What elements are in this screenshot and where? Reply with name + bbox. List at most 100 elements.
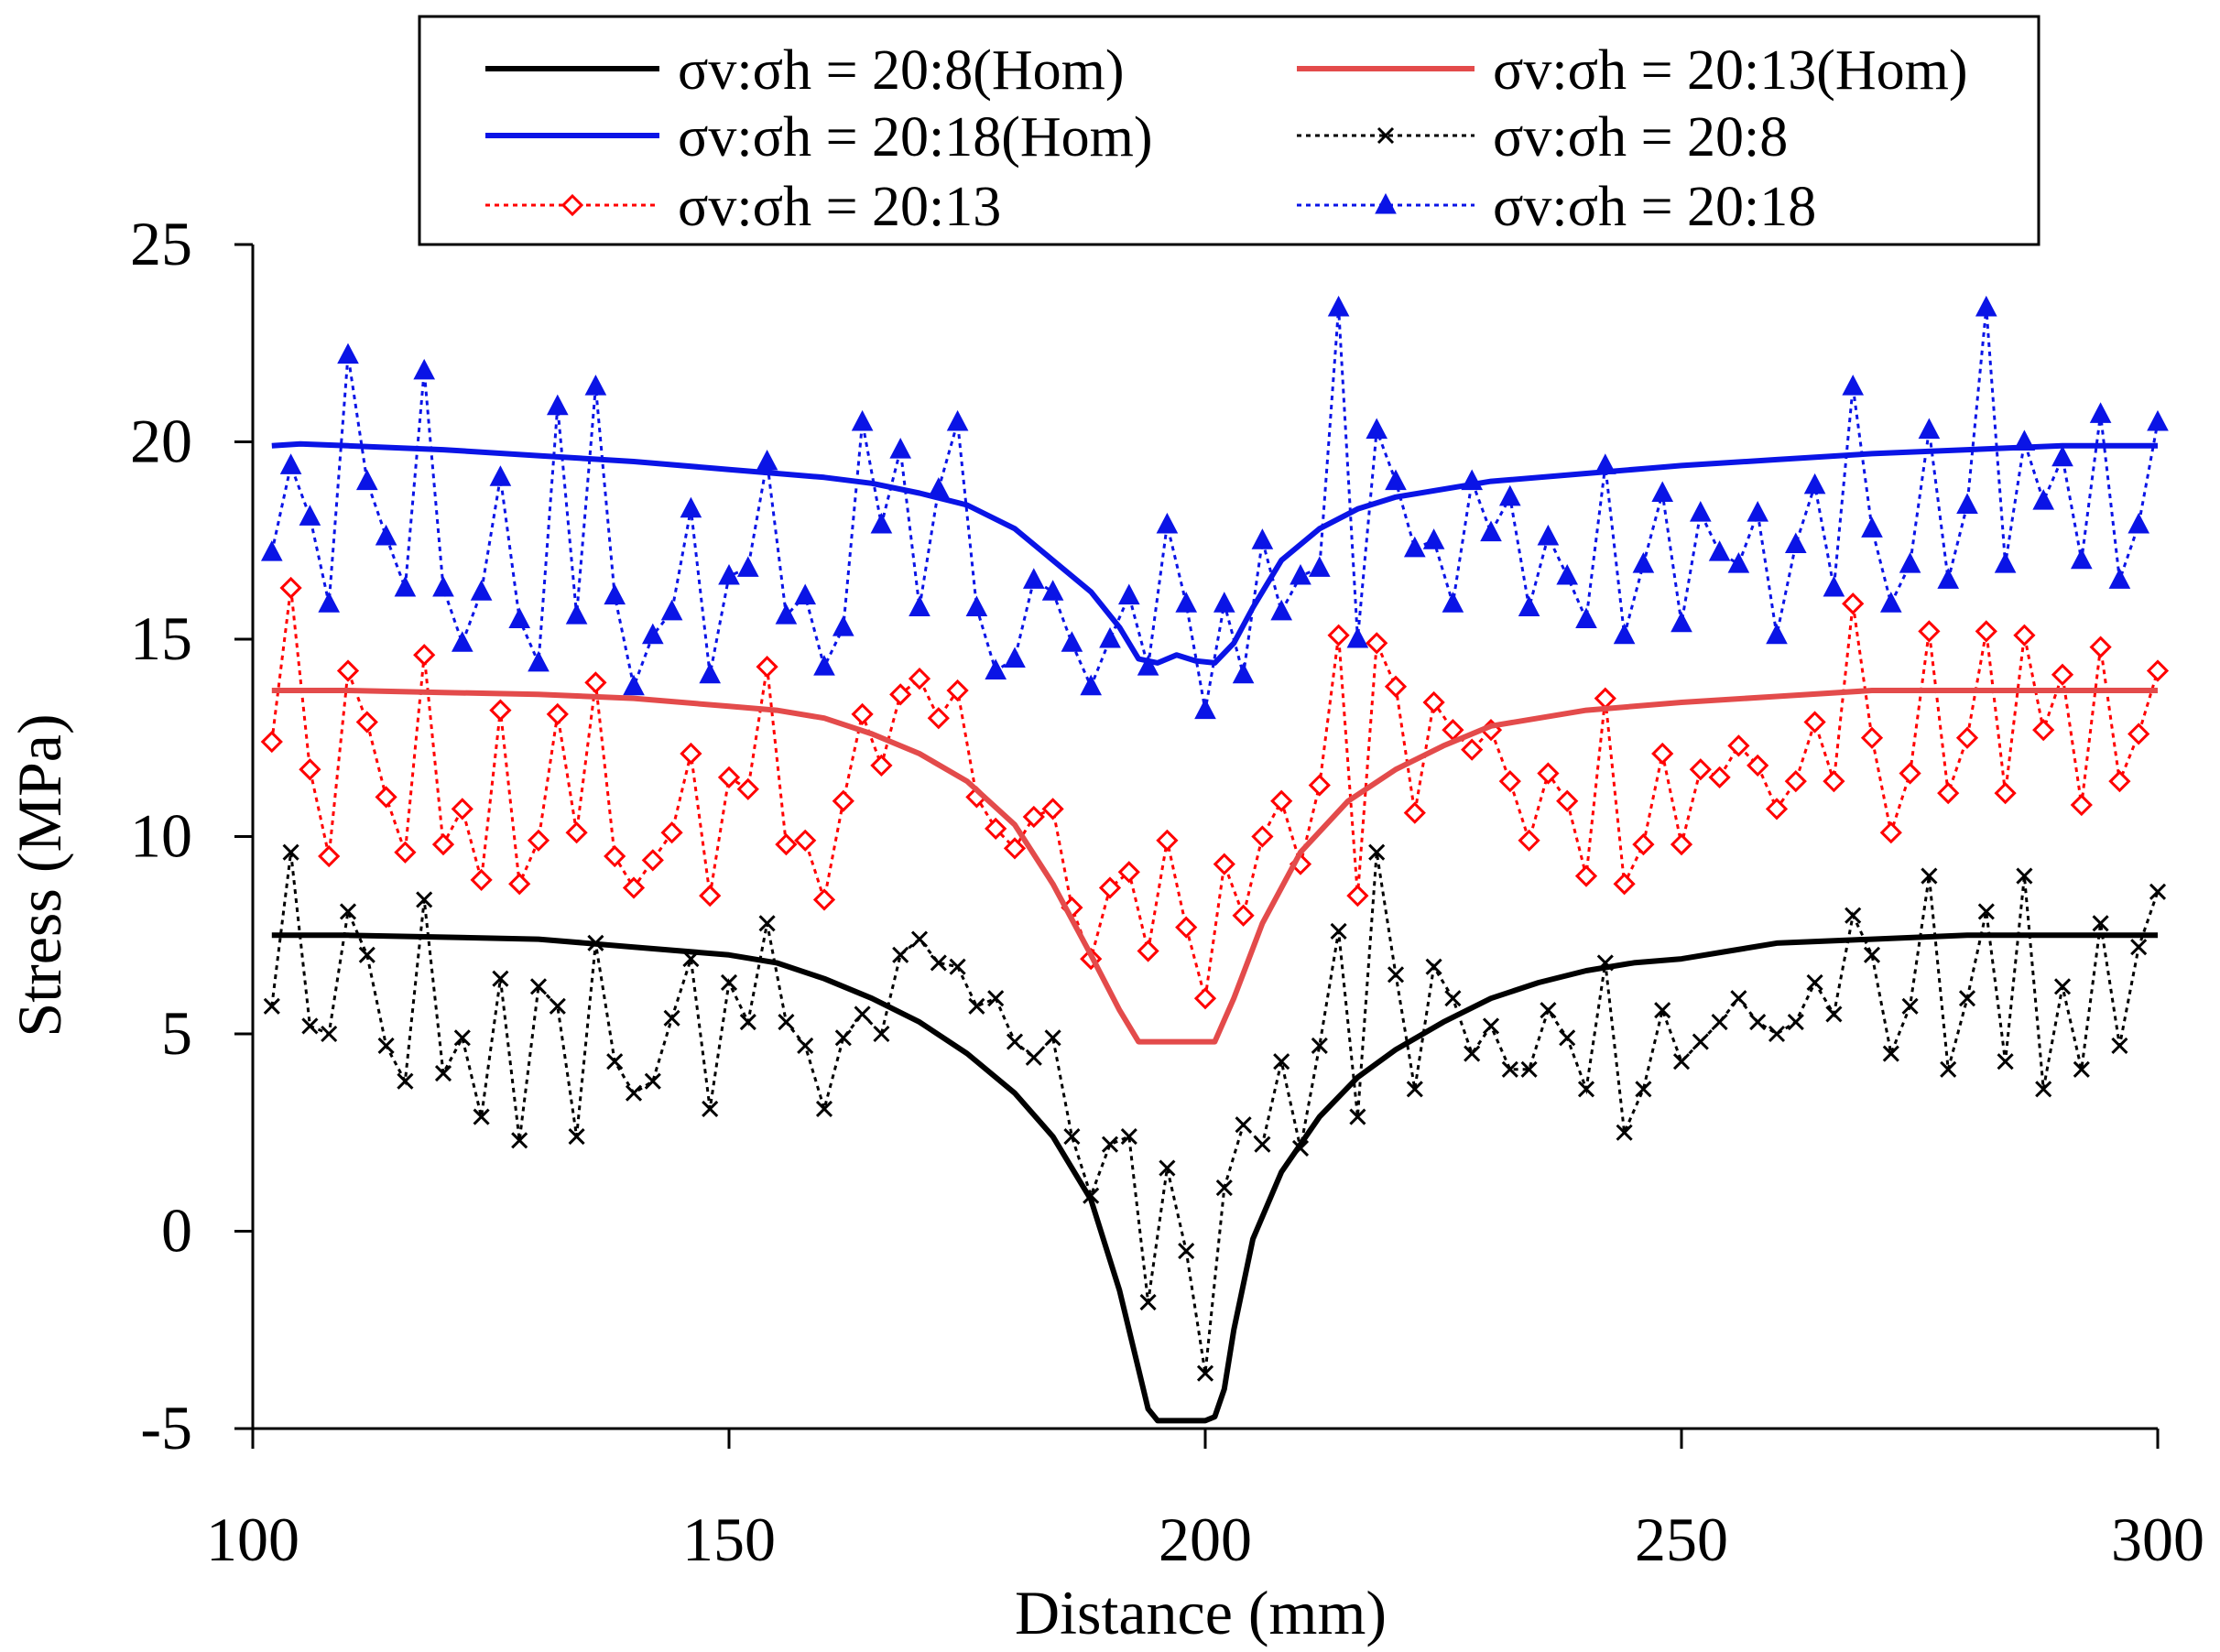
x-tick-label: 300 [2111,1505,2204,1574]
data-point-marker [2035,1081,2052,1098]
data-point-marker [1574,864,1598,887]
data-point-marker [1349,1108,1366,1125]
data-point-marker [1098,876,1122,899]
data-point-marker [1387,966,1405,984]
data-point-marker [549,997,566,1015]
data-point-marker [1556,563,1579,585]
data-point-marker [834,1029,852,1047]
data-point-marker [1899,762,1921,785]
data-point-marker [908,667,931,690]
data-point-marker [1156,512,1179,534]
data-point-marker [644,1072,661,1090]
data-point-marker [375,786,397,809]
data-point-marker [1825,1005,1843,1023]
legend-label: σv:σh = 20:8 [1493,106,1788,168]
data-point-marker [1442,592,1464,613]
data-point-marker [492,970,509,987]
data-point-marker [832,614,854,636]
data-point-marker [870,754,893,777]
data-point-marker [1461,738,1484,761]
data-point-marker [2053,978,2072,995]
data-point-marker [1193,987,1217,1010]
data-point-marker [2070,548,2093,570]
data-point-marker [470,868,493,892]
data-point-marker [299,758,321,781]
data-point-marker [282,843,299,861]
series-σv:σh = 20:13 [260,576,2170,1010]
data-point-marker [815,1100,833,1117]
data-point-marker [508,607,531,628]
data-point-marker [2111,1037,2128,1054]
data-point-marker [451,631,473,652]
data-point-marker [1766,623,1788,645]
data-point-marker [1498,770,1521,793]
data-point-marker [1616,1124,1633,1141]
data-point-marker [812,888,836,911]
series-layer [260,295,2170,1424]
data-point-marker [702,1100,719,1117]
data-point-marker [1537,762,1560,785]
data-point-marker [1003,837,1027,860]
data-point-marker [604,583,626,605]
data-point-marker [778,1014,795,1031]
data-point-marker [870,512,893,534]
data-point-marker [1955,726,1979,749]
data-point-marker [1194,698,1216,720]
data-point-marker [1254,1136,1271,1153]
data-point-marker [1556,789,1579,812]
data-point-marker [680,496,702,518]
data-point-marker [1901,997,1919,1015]
data-point-marker [1346,885,1369,908]
data-point-marker [1842,375,1865,396]
data-point-marker [1672,1053,1691,1071]
data-point-marker [336,659,360,682]
data-point-marker [1251,825,1274,848]
legend-label: σv:σh = 20:18(Hom) [678,106,1153,168]
data-point-marker [1765,798,1789,821]
series-σv:σh = 20:18 [260,295,2169,720]
data-point-marker [889,683,912,706]
y-tick-label: 15 [130,603,192,673]
data-point-marker [1577,1081,1595,1098]
data-point-marker [946,409,969,431]
data-point-marker [1232,662,1255,684]
data-point-marker [397,1072,414,1090]
series-line [271,440,2158,666]
data-point-marker [279,453,302,474]
data-point-marker [985,817,1007,841]
data-point-marker [1842,592,1865,615]
y-tick-label: 20 [130,407,192,476]
data-point-marker [1366,632,1388,655]
data-point-marker [568,1127,585,1146]
data-point-marker [1175,592,1198,613]
data-point-marker [680,742,702,766]
legend-item: σv:σh = 20:8(Hom) [485,39,1125,102]
y-axis-label: Stress (MPa) [5,713,74,1037]
data-point-marker [1063,1127,1081,1146]
data-point-marker [739,1014,756,1031]
data-point-marker [260,730,283,754]
data-point-marker [987,990,1005,1007]
data-point-marker [794,829,817,852]
data-point-marker [1139,1294,1157,1311]
data-point-marker [873,1025,890,1043]
data-point-marker [1366,418,1388,440]
data-point-marker [1689,758,1712,781]
data-point-marker [1958,990,1976,1007]
data-point-marker [641,849,664,872]
data-point-marker [1137,655,1159,676]
legend: σv:σh = 20:8(Hom) σv:σh = 20:13(Hom)σv:σh… [418,15,2040,246]
data-point-marker [2149,883,2167,900]
data-point-marker [1041,798,1064,821]
data-point-marker [279,576,302,600]
series-σv:σh = 20:8(Hom) [271,932,2158,1424]
data-point-marker [1384,675,1408,698]
data-point-marker [1882,1045,1899,1062]
data-point-marker [1403,536,1426,558]
data-point-marker [1101,1136,1119,1153]
data-point-marker [1330,922,1347,940]
legend-item: σv:σh = 20:8 [1297,106,1788,168]
data-point-marker [1845,907,1862,924]
data-point-marker [1863,946,1881,963]
